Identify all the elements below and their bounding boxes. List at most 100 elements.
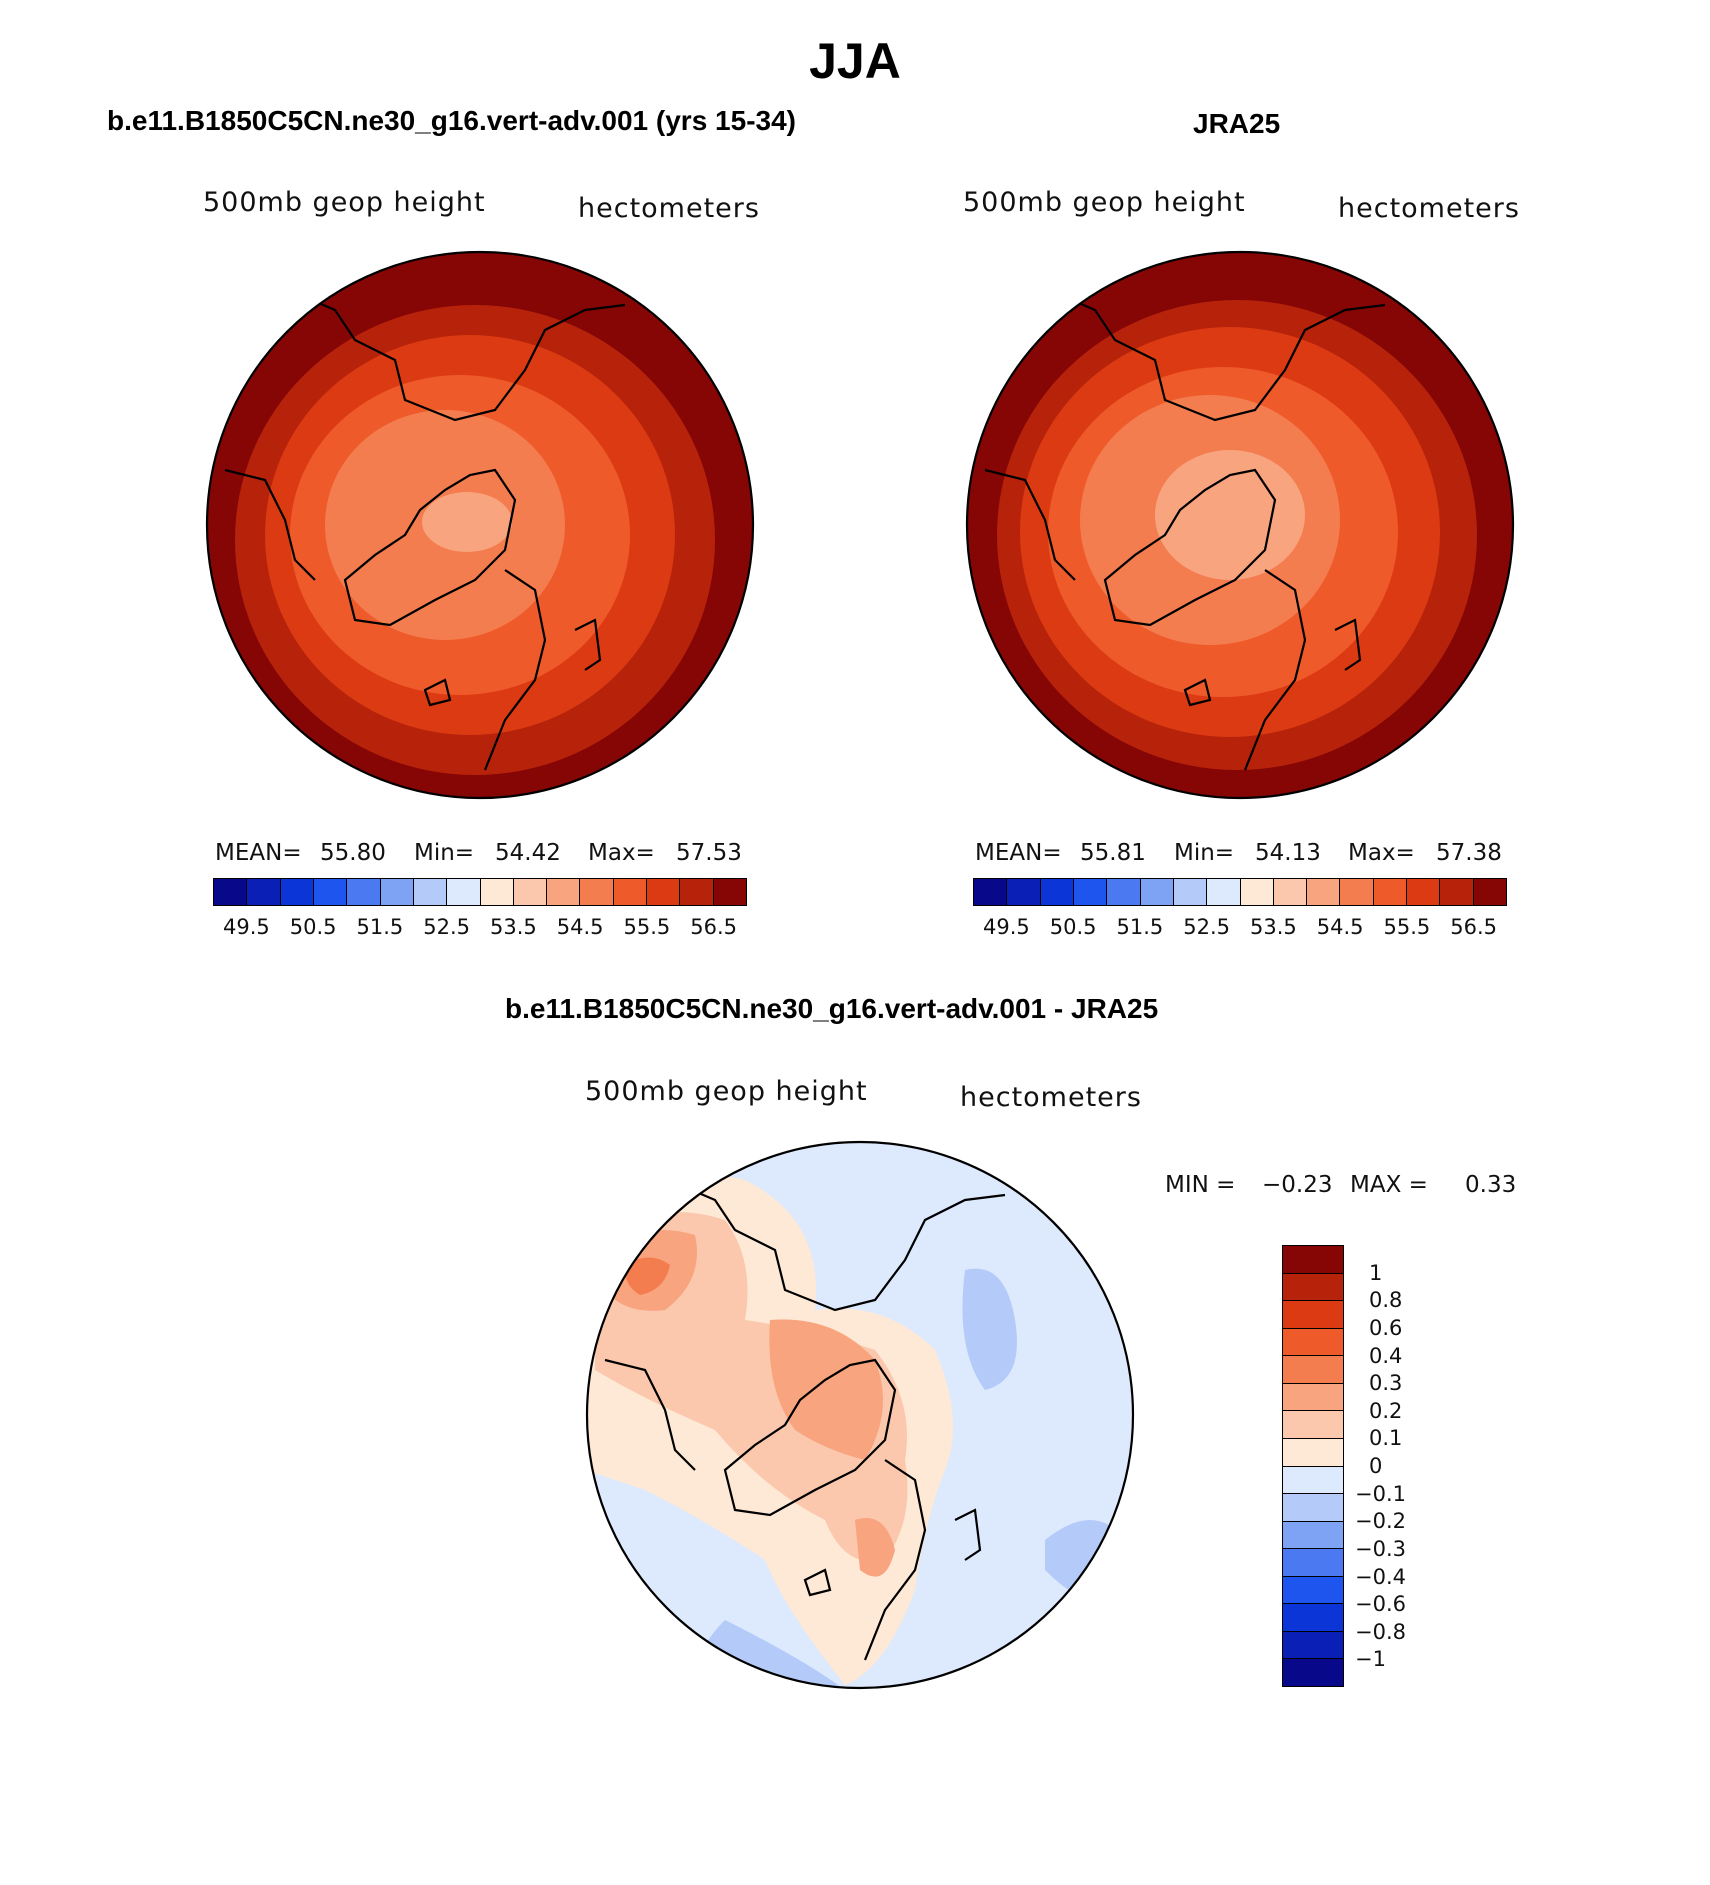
obs-colorbar-swatch — [1173, 879, 1208, 905]
obs-colorbar-tick-label: 56.5 — [1450, 915, 1497, 939]
model-colorbar-swatch — [613, 879, 648, 905]
diff-colorbar-swatch — [1283, 1604, 1343, 1632]
obs-colorbar-swatch — [1407, 879, 1441, 905]
diff-colorbar-tick-label: −0.6 — [1355, 1592, 1406, 1617]
obs-colorbar-tick-label: 53.5 — [1249, 915, 1297, 939]
diff-colorbar-swatch — [1283, 1549, 1343, 1577]
diff-colorbar-tick-label: −1 — [1355, 1647, 1386, 1672]
model-contour-level-6 — [422, 492, 512, 552]
obs-variable-label: 500mb geop height — [963, 187, 1246, 218]
diff-colorbar-ticks: 1 0.8 0.6 0.4 0.3 0.2 0.1 0 −0.1 −0.2 −0.3 −0.4 −0.6… — [1355, 1245, 1455, 1687]
diff-colorbar-swatch — [1283, 1383, 1343, 1412]
obs-colorbar-swatch — [1373, 879, 1408, 905]
obs-colorbar — [973, 878, 1507, 906]
model-colorbar-swatch — [380, 879, 414, 905]
model-colorbar-tick-label: 49.5 — [222, 915, 270, 939]
obs-mean-label: MEAN= — [975, 840, 1062, 866]
diff-colorbar-tick-label: 0.3 — [1369, 1371, 1403, 1396]
diff-contour-neg2-east — [962, 1268, 1017, 1390]
obs-min-label: Min= — [1174, 840, 1235, 866]
model-colorbar-swatch — [547, 879, 581, 905]
obs-colorbar-swatch — [1107, 879, 1141, 905]
obs-colorbar-swatch — [1240, 879, 1274, 905]
model-colorbar-swatch — [447, 879, 481, 905]
diff-colorbar-swatch — [1283, 1466, 1343, 1495]
obs-colorbar-tick-label: 55.5 — [1383, 915, 1431, 939]
model-colorbar-swatch — [280, 879, 314, 905]
diff-polar-map — [585, 1140, 1135, 1690]
model-colorbar-tick-label: 50.5 — [289, 915, 337, 939]
diff-colorbar-tick-label: −0.2 — [1355, 1509, 1406, 1534]
model-colorbar — [213, 878, 747, 906]
model-colorbar-swatch — [513, 879, 548, 905]
model-colorbar-swatch — [713, 879, 746, 905]
model-panel-title: b.e11.B1850C5CN.ne30_g16.vert-adv.001 (y… — [107, 105, 796, 136]
model-colorbar-ticks: 49.5 50.5 51.5 52.5 53.5 54.5 55.5 56.5 — [213, 915, 747, 941]
obs-colorbar-swatch — [1273, 879, 1308, 905]
obs-panel-title: JRA25 — [1193, 108, 1281, 139]
model-colorbar-tick-label: 55.5 — [623, 915, 671, 939]
obs-polar-map — [965, 250, 1515, 800]
diff-colorbar-swatch — [1283, 1411, 1343, 1439]
diff-contour-pos3-pole — [769, 1319, 883, 1460]
obs-colorbar-swatch — [1040, 879, 1074, 905]
diff-colorbar-tick-label: −0.3 — [1355, 1536, 1406, 1561]
model-colorbar-swatch — [580, 879, 614, 905]
diff-panel-title: b.e11.B1850C5CN.ne30_g16.vert-adv.001 - … — [505, 993, 1159, 1024]
diff-colorbar-tick-label: 0.2 — [1369, 1398, 1403, 1423]
obs-colorbar-swatch — [1073, 879, 1108, 905]
obs-colorbar-tick-label: 54.5 — [1316, 915, 1364, 939]
diff-colorbar-swatch — [1283, 1576, 1343, 1605]
diff-colorbar-tick-label: 1 — [1369, 1260, 1383, 1285]
diff-colorbar-tick-label: 0 — [1369, 1454, 1383, 1478]
diff-colorbar-swatch — [1283, 1301, 1343, 1329]
obs-colorbar-tick-label: 52.5 — [1183, 915, 1230, 939]
model-colorbar-swatch — [680, 879, 714, 905]
model-max-value: 57.53 — [676, 840, 742, 866]
diff-colorbar-tick-label: −0.8 — [1355, 1619, 1406, 1644]
model-variable-label: 500mb geop height — [203, 187, 486, 218]
diff-min-value: −0.23 — [1262, 1172, 1333, 1198]
model-colorbar-swatch — [313, 879, 348, 905]
obs-mean-value: 55.81 — [1080, 840, 1146, 866]
model-coastlines — [224, 293, 626, 771]
diff-variable-label: 500mb geop height — [585, 1076, 868, 1107]
obs-units-label: hectometers — [1338, 193, 1520, 224]
diff-colorbar-tick-label: −0.1 — [1355, 1481, 1406, 1506]
model-colorbar-tick-label: 56.5 — [690, 915, 737, 939]
model-colorbar-swatch — [347, 879, 381, 905]
model-colorbar-tick-label: 52.5 — [423, 915, 470, 939]
diff-colorbar-swatch — [1283, 1273, 1343, 1302]
obs-map-boundary — [965, 250, 1515, 800]
obs-colorbar-swatch — [1473, 879, 1506, 905]
model-units-label: hectometers — [578, 193, 760, 224]
obs-colorbar-swatch — [1307, 879, 1341, 905]
model-colorbar-tick-label: 53.5 — [489, 915, 537, 939]
diff-colorbar-tick-label: 0.1 — [1369, 1426, 1403, 1451]
diff-colorbar-swatch — [1283, 1438, 1343, 1467]
model-min-value: 54.42 — [495, 840, 561, 866]
diff-contour-pos4 — [624, 1257, 670, 1295]
model-colorbar-swatch — [647, 879, 681, 905]
model-colorbar-tick-label: 51.5 — [356, 915, 404, 939]
model-colorbar-swatch — [480, 879, 514, 905]
obs-colorbar-swatch — [1207, 879, 1241, 905]
obs-colorbar-tick-label: 51.5 — [1116, 915, 1164, 939]
model-colorbar-tick-label: 54.5 — [556, 915, 604, 939]
model-colorbar-swatch — [214, 879, 248, 905]
diff-map-boundary — [585, 1140, 1135, 1690]
model-polar-map — [205, 250, 755, 800]
obs-colorbar-swatch — [1140, 879, 1174, 905]
obs-colorbar-swatch — [1440, 879, 1474, 905]
diff-colorbar-swatch — [1283, 1494, 1343, 1522]
model-max-label: Max= — [588, 840, 655, 866]
diff-colorbar — [1282, 1245, 1344, 1687]
diff-colorbar-tick-label: 0.6 — [1369, 1315, 1403, 1340]
figure-title: JJA — [809, 33, 901, 89]
diff-units-label: hectometers — [960, 1082, 1142, 1113]
model-colorbar-swatch — [247, 879, 281, 905]
obs-contour-level-6 — [1155, 450, 1305, 580]
diff-contour-pos3-europe — [855, 1518, 895, 1577]
diff-min-label: MIN = — [1165, 1172, 1236, 1198]
diff-colorbar-swatch — [1283, 1328, 1343, 1357]
